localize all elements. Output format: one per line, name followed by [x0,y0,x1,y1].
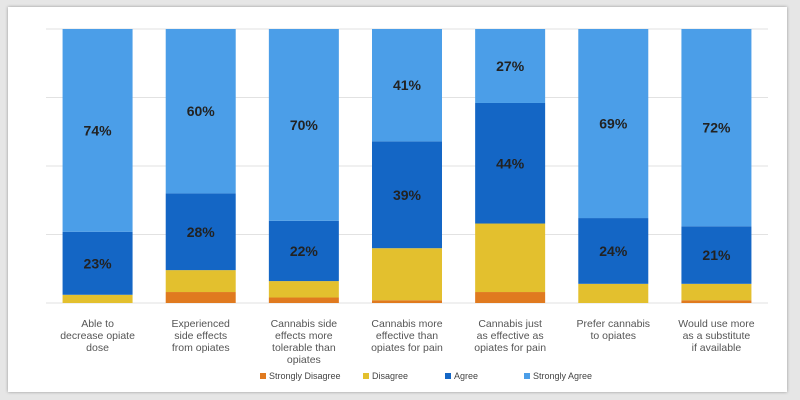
bar-segment-agree [268,220,339,282]
data-label: 69% [599,116,628,132]
data-labels: 23% 74% 28% 60% 22% 70% 39% 41% 44% 27% 24% 69% 21% 7… [84,58,731,271]
bar-segment-strongly-disagree [165,292,236,303]
category-label-line: side effects [174,330,227,342]
legend-label: Strongly Disagree [269,371,341,381]
bar-segment-disagree [681,283,752,301]
category-label-line: opiates for pain [371,342,443,354]
bar-segment-strongly-agree [372,29,442,142]
category-label: Cannabis just as effective as opiates for … [474,318,546,354]
bar-segment-strongly-agree [62,29,133,232]
category-label: Cannabis side effects more tolerable than o… [271,318,338,366]
data-label: 39% [393,187,422,203]
bar-segment-strongly-agree [681,29,752,227]
category-label-line: opiates for pain [474,342,546,354]
bar-segment-strongly-disagree [372,300,442,303]
data-label: 22% [290,243,319,259]
legend-swatch [363,373,369,379]
bar-segment-agree [475,102,546,224]
bar-segment-strongly-disagree [475,292,546,303]
category-label-line: from opiates [172,342,230,354]
category-label-line: effects more [275,330,333,342]
category-label-line: Cannabis just [478,318,542,330]
legend-swatch [524,373,530,379]
legend-label: Strongly Agree [533,371,592,381]
data-label: 72% [702,120,731,136]
category-label-line: opiates [287,354,321,366]
data-label: 28% [187,224,216,240]
category-label-line: to opiates [591,330,637,342]
bar-segment-agree [165,193,236,271]
data-label: 60% [187,103,216,119]
category-label-line: dose [86,342,109,354]
category-label-line: if available [692,342,742,354]
legend-swatch [260,373,266,379]
bar-segment-agree [62,231,133,295]
data-label: 23% [84,255,113,271]
data-label: 21% [702,247,731,263]
bar-segment-agree [578,218,649,284]
legend-swatch [445,373,451,379]
category-labels: Able to decrease opiate dose Experienced sid… [60,318,755,366]
category-label: Prefer cannabis to opiates [577,318,651,342]
bar-segment-strongly-agree [268,29,339,221]
chart-frame: 23% 74% 28% 60% 22% 70% 39% 41% 44% 27% 24% 69% 21% 7… [8,7,787,392]
category-label-line: Able to [81,318,114,330]
bar-segment-strongly-agree [578,29,649,219]
bar-segment-disagree [165,270,236,293]
data-label: 74% [84,122,113,138]
bar-segment-disagree [62,294,133,303]
bar-segment-agree [372,141,442,249]
legend-label: Agree [454,371,478,381]
category-label-line: decrease opiate [60,330,135,342]
bar-segment-disagree [578,283,649,303]
category-label-line: Prefer cannabis [577,318,651,330]
bars [62,29,752,303]
bar-segment-agree [681,226,752,284]
category-label: Cannabis more effective than opiates for p… [371,318,443,354]
category-label-line: Would use more [678,318,754,330]
category-label-line: effective than [376,330,438,342]
data-label: 24% [599,243,628,259]
stacked-bar-chart: 23% 74% 28% 60% 22% 70% 39% 41% 44% 27% 24% 69% 21% 7… [46,28,768,381]
bar-segment-disagree [268,281,339,298]
bar-segment-strongly-agree [165,29,236,194]
category-label-line: as effective as [477,330,544,342]
bar-segment-strongly-agree [475,29,546,103]
data-label: 70% [290,117,319,133]
bar-segment-disagree [372,248,442,301]
legend-label: Disagree [372,371,408,381]
bar-segment-disagree [475,223,546,293]
category-label-line: Experienced [172,318,231,330]
category-label-line: Cannabis more [371,318,442,330]
category-label: Experienced side effects from opiates [172,318,231,354]
bar-segment-strongly-disagree [681,300,752,303]
category-label-line: tolerable than [272,342,336,354]
data-label: 41% [393,77,422,93]
data-label: 27% [496,58,525,74]
bar-segment-strongly-disagree [268,297,339,303]
category-label-line: Cannabis side [271,318,338,330]
legend: Strongly Disagree Disagree Agree Strongly A… [260,371,592,381]
data-label: 44% [496,155,525,171]
category-label: Able to decrease opiate dose [60,318,135,354]
category-label-line: as a substitute [683,330,751,342]
category-label: Would use more as a substitute if availabl… [678,318,754,354]
